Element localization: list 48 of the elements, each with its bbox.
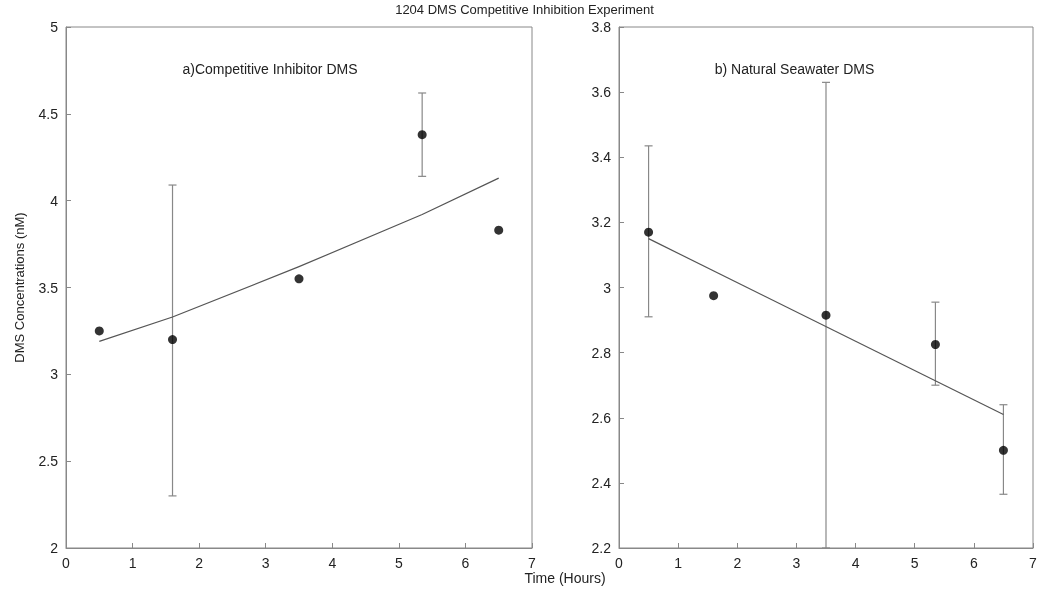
y-tick-label: 3.5: [38, 279, 59, 296]
x-tick-label: 6: [461, 555, 470, 571]
point: [998, 445, 1008, 455]
y-tick-label: 5: [50, 19, 59, 35]
x-tick-label: 2: [733, 555, 742, 571]
line-series: [98, 177, 500, 342]
point: [930, 339, 940, 349]
y-tick-label: 2.8: [591, 344, 612, 361]
x-tick-label: 3: [792, 555, 801, 571]
point: [94, 326, 104, 336]
y-tick-label: 3.8: [591, 19, 612, 35]
y-tick-label: 4.5: [38, 105, 59, 122]
point: [821, 310, 831, 320]
x-tick-label: 0: [62, 555, 71, 571]
y-tick-label: 2.4: [591, 474, 612, 491]
y-tick-label: 3: [50, 366, 59, 383]
y-tick-label: 2.5: [38, 453, 59, 470]
point: [644, 227, 654, 237]
y-tick-label: 2: [50, 540, 59, 556]
point: [294, 274, 304, 284]
x-tick-label: 7: [528, 555, 537, 571]
y-tick-label: 4: [50, 192, 59, 209]
y-tick-label: 3: [603, 279, 612, 296]
y-tick-label: 2.6: [591, 409, 612, 426]
x-tick-label: 4: [328, 555, 337, 571]
y-tick-label: 3.2: [591, 214, 612, 231]
annotation: b) Natural Seawater DMS: [714, 61, 875, 77]
y-tick-label: 3.4: [591, 149, 612, 166]
x-tick-label: 4: [851, 555, 860, 571]
x-tick-label: 5: [910, 555, 919, 571]
x-tick-label: 2: [195, 555, 204, 571]
x-axis-title: Time (Hours): [523, 570, 607, 586]
point: [417, 130, 427, 140]
x-tick-label: 1: [674, 555, 683, 571]
x-tick-label: 1: [128, 555, 137, 571]
annotation: a)Competitive Inhibitor DMS: [182, 61, 358, 77]
x-tick-label: 3: [261, 555, 270, 571]
point: [494, 225, 504, 235]
point: [709, 291, 719, 301]
x-tick-label: 5: [394, 555, 403, 571]
y-tick-label: 2.2: [591, 540, 612, 556]
x-tick-label: 7: [1029, 555, 1038, 571]
x-tick-label: 6: [969, 555, 978, 571]
y-tick-label: 3.6: [591, 84, 612, 101]
chart-title: 1204 DMS Competitive Inhibition Experiment: [394, 2, 655, 17]
y-axis-title: DMS Concentrations (nM): [12, 212, 27, 363]
x-tick-label: 0: [615, 555, 624, 571]
point: [168, 335, 178, 345]
